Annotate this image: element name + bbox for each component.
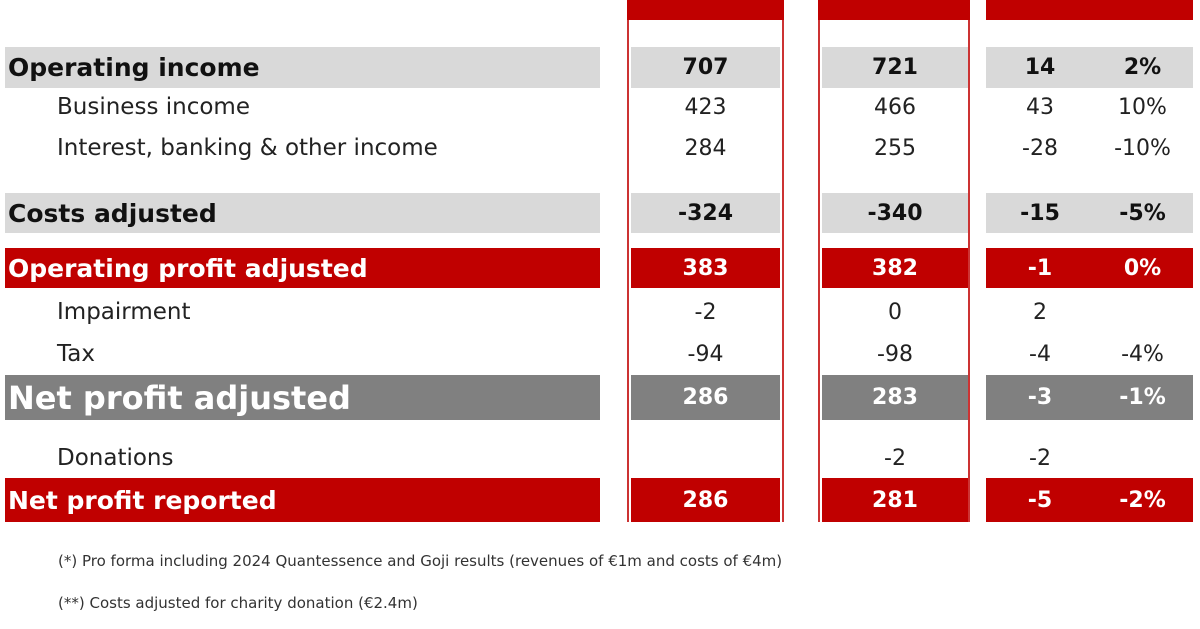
value-pct: -1% [1119, 385, 1166, 410]
table-row: Costs adjusted -324 -340 -15 -5% [0, 193, 1200, 233]
table-row: Net profit adjusted 286 283 -3 -1% [0, 375, 1200, 420]
row-band [631, 248, 780, 288]
table-row: Interest, banking & other income 284 255 -2… [0, 130, 1200, 166]
row-band [822, 248, 968, 288]
value-diff: -5 [1027, 487, 1053, 513]
row-band [5, 47, 600, 88]
value-diff: -4 [1029, 341, 1051, 367]
value-pct: 0% [1123, 255, 1162, 281]
row-band [822, 478, 968, 522]
value-c1: -2 [694, 299, 717, 325]
row-label: Donations [57, 445, 174, 471]
value-c2: 721 [872, 55, 918, 80]
row-label: Costs adjusted [8, 198, 217, 228]
row-label: Operating profit adjusted [8, 253, 368, 283]
row-band [5, 193, 600, 233]
column-1-frame [627, 20, 784, 522]
row-label: Operating income [8, 53, 260, 82]
value-c2: 466 [874, 94, 916, 120]
value-diff: -2 [1029, 445, 1051, 471]
row-band [631, 375, 780, 420]
value-pct: 2% [1123, 55, 1162, 80]
row-band [986, 47, 1193, 88]
value-c2: 255 [874, 135, 916, 161]
row-band [822, 375, 968, 420]
table-row: Impairment -2 0 2 [0, 295, 1200, 329]
value-diff: -15 [1020, 200, 1060, 226]
value-c2: 281 [872, 487, 918, 513]
table-row: Tax -94 -98 -4 -4% [0, 337, 1200, 371]
row-band [631, 47, 780, 88]
value-c2: -340 [867, 200, 923, 226]
value-c2: 0 [888, 299, 902, 325]
row-band [631, 193, 780, 233]
row-label: Business income [57, 94, 250, 120]
value-diff: 2 [1033, 299, 1047, 325]
value-c1: 284 [684, 135, 727, 161]
value-c2: -2 [884, 445, 906, 471]
value-pct: 10% [1118, 94, 1167, 120]
value-diff: 43 [1026, 94, 1054, 120]
value-c2: -98 [877, 341, 913, 367]
value-pct: -10% [1114, 135, 1171, 161]
row-band [5, 248, 600, 288]
column-header-2 [818, 0, 970, 20]
table-row: Net profit reported 286 281 -5 -2% [0, 478, 1200, 522]
column-header-change [986, 0, 1193, 20]
table-row: Business income 423 466 43 10% [0, 90, 1200, 124]
value-c2: 283 [872, 385, 918, 410]
value-diff: 14 [1024, 55, 1056, 80]
value-pct: -2% [1119, 487, 1166, 513]
row-label: Interest, banking & other income [57, 135, 438, 161]
column-header-1 [627, 0, 784, 20]
footnote-2: (**) Costs adjusted for charity donation… [58, 594, 418, 612]
row-band [986, 375, 1193, 420]
value-c1: 286 [682, 385, 729, 410]
value-pct: -5% [1119, 200, 1166, 226]
row-band [822, 47, 968, 88]
row-band [986, 248, 1193, 288]
value-c1: 383 [682, 255, 729, 281]
row-label: Tax [57, 341, 95, 367]
value-pct [1095, 295, 1190, 329]
row-band [986, 478, 1193, 522]
table-row: Operating income 707 721 14 2% [0, 47, 1200, 88]
row-band [631, 478, 780, 522]
value-diff: -3 [1027, 385, 1053, 410]
footnote-1: (*) Pro forma including 2024 Quantessenc… [58, 552, 783, 570]
column-2-frame [818, 20, 970, 522]
table-row: Operating profit adjusted 383 382 -1 0% [0, 248, 1200, 288]
value-c1: 707 [682, 55, 729, 80]
table-row: Donations -2 -2 [0, 441, 1200, 475]
value-c1 [631, 441, 780, 475]
row-band [986, 193, 1193, 233]
row-band [5, 478, 600, 522]
row-band [822, 193, 968, 233]
value-c1: -94 [687, 341, 724, 367]
value-c1: -324 [677, 200, 734, 226]
row-label: Net profit adjusted [8, 378, 351, 417]
value-pct: -4% [1121, 341, 1164, 367]
value-diff: -28 [1022, 135, 1058, 161]
value-c1: 286 [682, 487, 729, 513]
value-pct [1095, 441, 1190, 475]
row-label: Impairment [57, 299, 191, 325]
value-c1: 423 [684, 94, 727, 120]
row-band [5, 375, 600, 420]
value-c2: 382 [872, 255, 918, 281]
row-label: Net profit reported [8, 485, 277, 515]
value-diff: -1 [1027, 255, 1053, 281]
